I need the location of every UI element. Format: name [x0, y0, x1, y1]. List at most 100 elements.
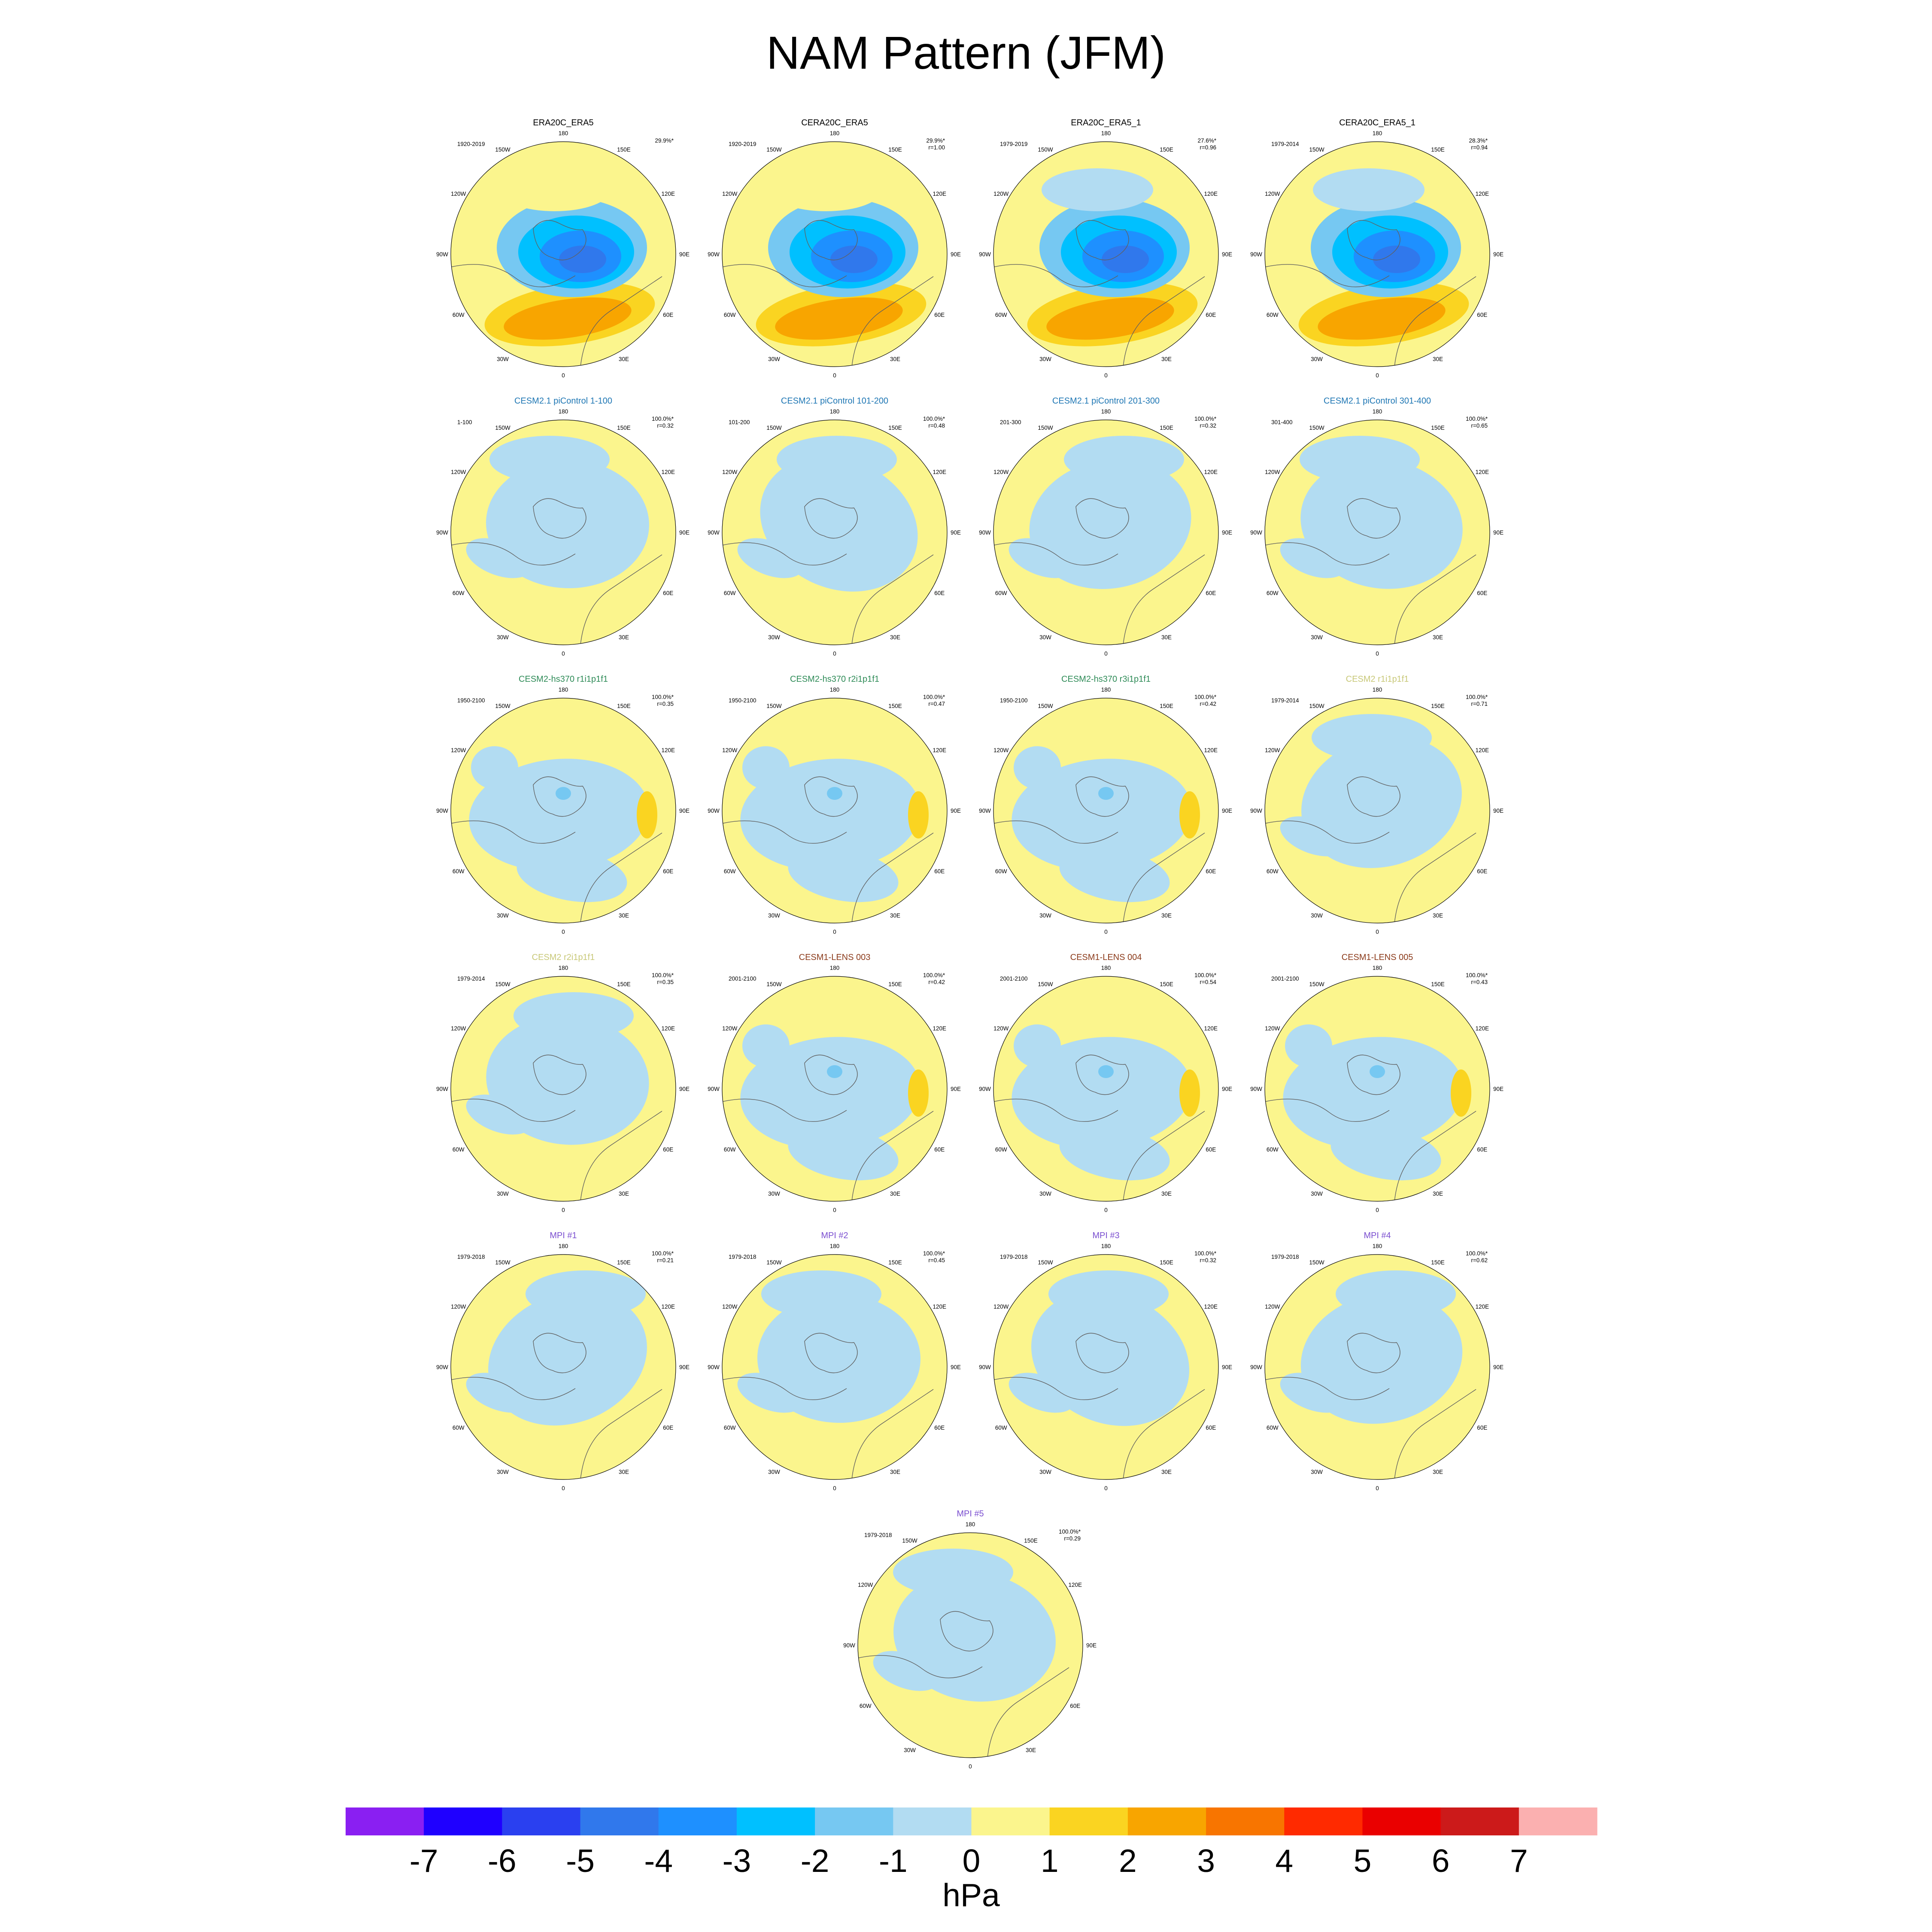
negative-anomaly — [788, 1126, 899, 1181]
longitude-label: 90E — [679, 529, 690, 536]
panel-period: 2001-2100 — [1000, 975, 1028, 982]
colorbar-swatch — [1049, 1807, 1128, 1835]
positive-anomaly — [775, 297, 903, 340]
longitude-label: 90E — [951, 529, 961, 536]
colorbar-tick: -7 — [410, 1843, 438, 1879]
panel-title: MPI #3 — [1092, 1231, 1119, 1240]
coastlines — [993, 498, 1205, 645]
longitude-label: 150E — [1431, 703, 1445, 709]
positive-anomaly — [504, 297, 632, 340]
map-panel: CESM2-hs370 r1i1p1f1 1950-2100 100.0%*r=0.… — [436, 674, 690, 935]
longitude-label: 30W — [904, 1747, 916, 1753]
panel-correlation: r=0.32 — [657, 422, 674, 429]
longitude-label: 150W — [766, 703, 782, 709]
longitude-label: 120W — [722, 747, 738, 753]
longitude-label: 0 — [1104, 929, 1108, 935]
negative-anomaly — [740, 759, 920, 871]
map-panel: CESM1-LENS 004 2001-2100 100.0%*r=0.54 180 1… — [979, 953, 1232, 1213]
panel-variance: 100.0%* — [1194, 972, 1217, 978]
longitude-label: 60W — [453, 1146, 465, 1153]
longitude-label: 30W — [768, 1469, 780, 1475]
map-boundary — [722, 419, 948, 645]
longitude-label: 90E — [1493, 1364, 1504, 1370]
longitude-label: 120W — [451, 469, 466, 475]
field-shading — [993, 976, 1218, 1201]
longitude-label: 120W — [451, 191, 466, 197]
positive-anomaly — [1179, 1069, 1200, 1117]
panel-title: MPI #4 — [1364, 1231, 1391, 1240]
longitude-label: 30E — [890, 634, 900, 641]
longitude-label: 150E — [1431, 981, 1445, 987]
coastlines — [451, 1333, 662, 1479]
longitude-label: 150W — [766, 981, 782, 987]
panel-title: CESM2 r1i1p1f1 — [1346, 674, 1409, 684]
longitude-label: 90W — [708, 529, 720, 536]
longitude-label: 0 — [562, 1207, 565, 1213]
longitude-label: 30W — [1311, 634, 1323, 641]
map-panel: CESM2.1 piControl 1-100 1-100 100.0%*r=0.3… — [436, 396, 690, 657]
longitude-label: 120E — [1475, 747, 1489, 753]
longitude-label: 180 — [1101, 687, 1111, 693]
longitude-label: 0 — [833, 372, 836, 379]
longitude-label: 30E — [1433, 634, 1443, 641]
longitude-label: 150W — [766, 146, 782, 153]
negative-anomaly — [1283, 1037, 1463, 1149]
negative-anomaly — [827, 1065, 842, 1078]
negative-anomaly — [1042, 168, 1153, 211]
map-boundary — [1264, 141, 1490, 367]
map-panel: CESM2.1 piControl 101-200 101-200 100.0%*r… — [708, 396, 961, 657]
longitude-label: 30E — [890, 912, 900, 919]
field-shading — [858, 1533, 1083, 1758]
longitude-label: 60E — [934, 590, 945, 596]
coastlines — [722, 776, 934, 923]
map-boundary — [722, 1254, 948, 1480]
panel-correlation: r=0.45 — [928, 1257, 945, 1264]
longitude-label: 120E — [661, 469, 675, 475]
negative-anomaly — [757, 1294, 920, 1423]
longitude-label: 150E — [1160, 703, 1173, 709]
longitude-label: 90E — [679, 1364, 690, 1370]
colorbar-tick: 4 — [1275, 1843, 1293, 1879]
panel-title: CERA20C_ERA5 — [801, 118, 868, 128]
colorbar-unit: hPa — [942, 1877, 1000, 1913]
map-boundary — [993, 419, 1219, 645]
negative-anomaly — [827, 787, 842, 800]
map-panel: MPI #5 1979-2018 100.0%*r=0.29 180 150E 120E 9… — [843, 1509, 1097, 1770]
longitude-label: 150W — [766, 1259, 782, 1266]
negative-anomaly — [1313, 168, 1425, 211]
positive-anomaly — [908, 1069, 929, 1117]
longitude-label: 180 — [559, 1243, 568, 1249]
negative-anomaly — [1009, 538, 1075, 578]
longitude-label: 60E — [934, 312, 945, 318]
map-panel: CESM2.1 piControl 201-300 201-300 100.0%*r… — [979, 396, 1232, 657]
longitude-label: 150E — [888, 981, 902, 987]
negative-anomaly — [1048, 1270, 1169, 1318]
longitude-label: 90E — [1222, 1364, 1232, 1370]
map-panel: CESM1-LENS 005 2001-2100 100.0%*r=0.43 180 1… — [1250, 953, 1504, 1213]
longitude-label: 150W — [1309, 146, 1324, 153]
longitude-label: 150E — [888, 425, 902, 431]
colorbar-swatch — [1284, 1807, 1363, 1835]
negative-anomaly — [516, 848, 627, 902]
longitude-label: 90W — [436, 529, 448, 536]
longitude-label: 90E — [1222, 529, 1232, 536]
panel-correlation: r=0.48 — [928, 422, 945, 429]
longitude-label: 0 — [833, 929, 836, 935]
negative-anomaly — [466, 538, 532, 578]
negative-anomaly — [1373, 246, 1420, 273]
panel-title: CESM2-hs370 r2i1p1f1 — [790, 674, 879, 684]
panel-period: 1950-2100 — [729, 697, 756, 704]
positive-anomaly — [908, 791, 929, 838]
longitude-label: 30W — [1311, 356, 1323, 362]
field-shading — [1265, 142, 1490, 367]
field-shading — [722, 420, 947, 645]
panel-period: 201-300 — [1000, 419, 1021, 425]
map-boundary — [450, 1254, 676, 1480]
negative-anomaly — [1009, 1373, 1075, 1413]
longitude-label: 180 — [830, 687, 840, 693]
panel-variance: 28.3%* — [1469, 137, 1488, 144]
coastlines — [451, 1054, 662, 1201]
negative-anomaly — [489, 436, 610, 483]
negative-anomaly — [1102, 246, 1149, 273]
